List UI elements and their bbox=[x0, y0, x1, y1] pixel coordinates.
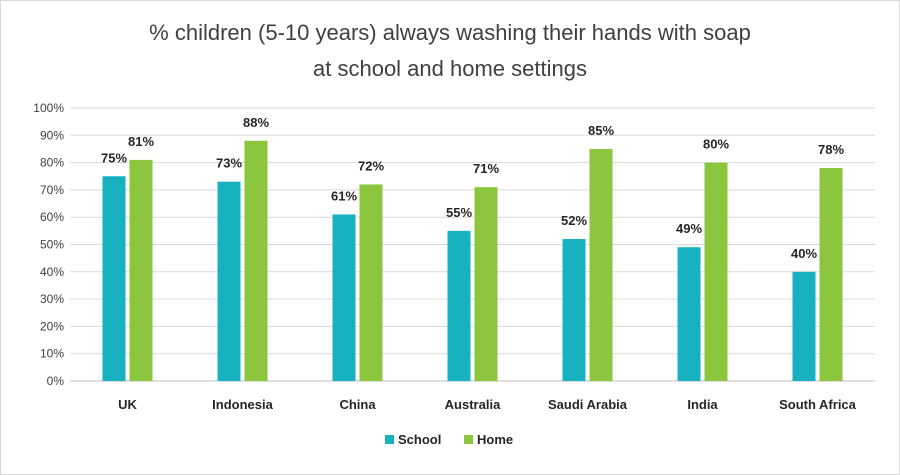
data-label-school: 61% bbox=[331, 188, 357, 203]
data-label-home: 81% bbox=[128, 134, 154, 149]
category-label: India bbox=[687, 397, 718, 412]
data-label-school: 52% bbox=[561, 213, 587, 228]
y-tick-label: 100% bbox=[33, 101, 64, 115]
data-label-home: 85% bbox=[588, 123, 614, 138]
y-tick-label: 40% bbox=[40, 265, 64, 279]
y-tick-label: 20% bbox=[40, 319, 64, 333]
category-label: Saudi Arabia bbox=[548, 397, 628, 412]
data-label-home: 78% bbox=[818, 142, 844, 157]
chart-title-line-1: % children (5-10 years) always washing t… bbox=[149, 20, 751, 45]
y-tick-label: 50% bbox=[40, 238, 64, 252]
category-label: Australia bbox=[445, 397, 501, 412]
data-label-home: 72% bbox=[358, 158, 384, 173]
bar-home bbox=[244, 140, 268, 381]
data-label-school: 73% bbox=[216, 156, 242, 171]
y-tick-label: 90% bbox=[40, 128, 64, 142]
category-label: South Africa bbox=[779, 397, 857, 412]
data-label-school: 55% bbox=[446, 205, 472, 220]
bar-home bbox=[129, 159, 153, 381]
bar-school bbox=[102, 176, 126, 381]
bar-school bbox=[677, 247, 701, 381]
bar-home bbox=[704, 162, 728, 381]
bar-school bbox=[562, 239, 586, 381]
data-label-home: 71% bbox=[473, 161, 499, 176]
chart-title-line-2: at school and home settings bbox=[313, 56, 587, 81]
data-label-school: 49% bbox=[676, 221, 702, 236]
category-label: China bbox=[339, 397, 376, 412]
legend-label-home: Home bbox=[477, 432, 513, 447]
legend-swatch-school bbox=[385, 435, 394, 444]
y-tick-label: 10% bbox=[40, 347, 64, 361]
bar-school bbox=[447, 230, 471, 381]
bar-home bbox=[359, 184, 383, 381]
legend-label-school: School bbox=[398, 432, 441, 447]
category-label: UK bbox=[118, 397, 137, 412]
bar-home bbox=[589, 148, 613, 381]
y-tick-label: 0% bbox=[47, 374, 65, 388]
y-tick-label: 80% bbox=[40, 156, 64, 170]
bar-school bbox=[217, 181, 241, 381]
bar-home bbox=[474, 187, 498, 381]
bar-school bbox=[332, 214, 356, 381]
category-label: Indonesia bbox=[212, 397, 273, 412]
y-tick-label: 60% bbox=[40, 210, 64, 224]
bar-home bbox=[819, 168, 843, 381]
data-label-home: 80% bbox=[703, 137, 729, 152]
data-label-school: 75% bbox=[101, 150, 127, 165]
data-label-school: 40% bbox=[791, 246, 817, 261]
bar-school bbox=[792, 271, 816, 381]
data-label-home: 88% bbox=[243, 115, 269, 130]
legend-swatch-home bbox=[464, 435, 473, 444]
y-tick-label: 70% bbox=[40, 183, 64, 197]
y-tick-label: 30% bbox=[40, 292, 64, 306]
